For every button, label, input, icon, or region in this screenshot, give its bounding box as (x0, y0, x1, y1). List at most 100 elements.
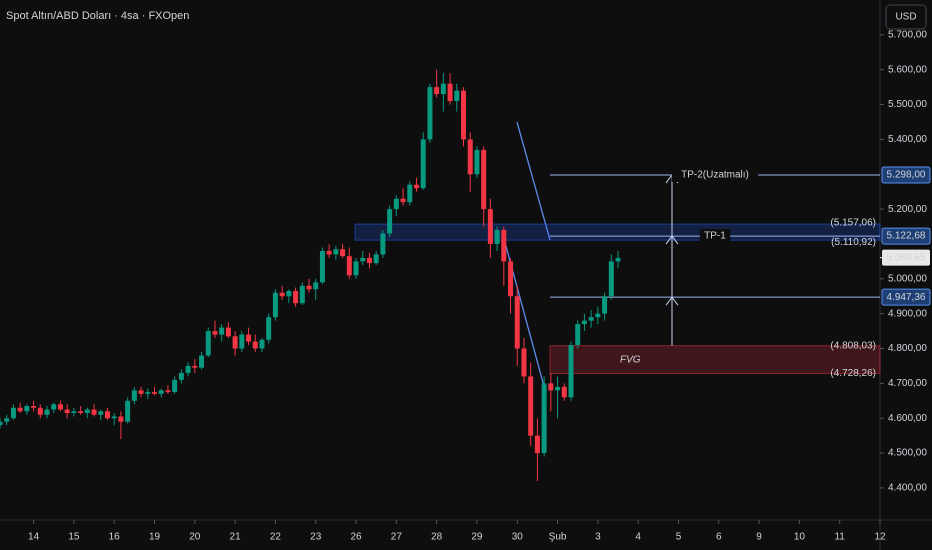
last-price-tag (882, 249, 930, 266)
candle-body (373, 254, 379, 264)
candle-body (393, 198, 399, 210)
candle-body (306, 285, 312, 290)
y-tick-label: 5.500,00 (888, 99, 927, 110)
x-tick-label: 3 (595, 532, 601, 543)
candle-body (313, 282, 319, 290)
zone (549, 345, 881, 375)
x-tick-label: 22 (270, 532, 282, 543)
candle-body (407, 184, 413, 203)
candle-body (246, 334, 252, 342)
candle-body (51, 404, 57, 410)
candle-body (4, 418, 10, 422)
candle-body (286, 291, 292, 297)
zone-bottom-label: (4.728,26) (830, 368, 876, 379)
y-tick-label: 4.500,00 (888, 448, 927, 459)
level-text-bg (699, 229, 731, 244)
candle-body (447, 83, 453, 102)
candle-body (487, 209, 493, 244)
x-tick-label: 27 (391, 532, 403, 543)
arrow-head (665, 296, 679, 306)
level-text-bg (671, 167, 759, 182)
x-tick-label: 14 (28, 532, 40, 543)
currency-label[interactable]: USD (895, 12, 916, 23)
candle-body (467, 139, 473, 175)
candle-body (461, 90, 467, 140)
level-text: TP-1 (704, 231, 726, 242)
y-tick-label: 4.400,00 (888, 483, 927, 494)
candle-body (366, 257, 372, 264)
y-tick-label: 4.800,00 (888, 343, 927, 354)
candle-body (10, 407, 16, 419)
x-tick-label: 11 (834, 532, 845, 543)
candle-body (152, 392, 158, 394)
candle-body (440, 83, 446, 95)
candle-body (266, 317, 272, 340)
zone-top-label: (5.157,06) (830, 218, 876, 229)
candle-body (333, 249, 339, 255)
zone-top-label: (4.808,03) (830, 340, 876, 351)
x-tick-label: 20 (189, 532, 201, 543)
candle-body (420, 139, 426, 189)
candle-body (125, 400, 131, 422)
candle-body (239, 334, 245, 349)
candle-body (104, 411, 110, 419)
candle-body (158, 390, 164, 394)
currency-button[interactable] (885, 4, 927, 30)
candle-body (219, 327, 225, 335)
candle-body (57, 404, 63, 410)
x-tick-label: 23 (310, 532, 322, 543)
candle-body (514, 296, 520, 349)
candle-body (360, 257, 366, 262)
candle-body (37, 407, 43, 415)
candle-body (259, 339, 265, 349)
candle-body (232, 336, 238, 349)
candle-body (541, 383, 547, 454)
candle-body (581, 320, 587, 325)
candle-body (454, 90, 460, 102)
candle-body (78, 411, 84, 414)
level-text: TP-2(Uzatmalı) (681, 170, 749, 181)
candle-body (91, 409, 97, 415)
price-tag (881, 288, 931, 306)
candle-body (44, 409, 50, 415)
y-tick-label: 4.700,00 (888, 378, 927, 389)
candle-body (172, 379, 178, 393)
candle-body (608, 261, 614, 297)
x-tick-label: 4 (635, 532, 641, 543)
x-tick-label: 6 (716, 532, 722, 543)
candle-body (145, 392, 151, 394)
price-tag-label: 5.122,68 (887, 231, 926, 242)
candle-body (501, 230, 507, 262)
zone-name: FVG (620, 354, 641, 365)
candle-body (165, 390, 171, 393)
x-tick-label: 10 (794, 532, 806, 543)
candle-body (588, 317, 594, 321)
x-tick-label: 15 (68, 532, 80, 543)
candle-body (111, 416, 117, 419)
candle-body (279, 292, 285, 297)
price-tag (881, 227, 931, 245)
x-tick-label: 19 (149, 532, 161, 543)
candle-body (508, 261, 514, 297)
candle-body (17, 407, 23, 412)
candle-body (494, 230, 500, 244)
x-tick-label: 12 (874, 532, 886, 543)
x-tick-label: 28 (431, 532, 443, 543)
candle-body (192, 365, 198, 368)
candle-body (521, 348, 527, 377)
candle-body (138, 390, 144, 394)
candle-body (481, 149, 487, 210)
candle-body (299, 285, 305, 304)
candle-body (185, 365, 191, 373)
candle-body (534, 435, 540, 454)
x-tick-label: 26 (350, 532, 362, 543)
price-tag (881, 166, 931, 184)
zone (354, 223, 881, 241)
candle-body (199, 355, 205, 368)
candle-body (293, 291, 299, 304)
candle-body (528, 376, 534, 436)
candle-body (400, 198, 406, 203)
y-tick-label: 5.400,00 (888, 134, 927, 145)
